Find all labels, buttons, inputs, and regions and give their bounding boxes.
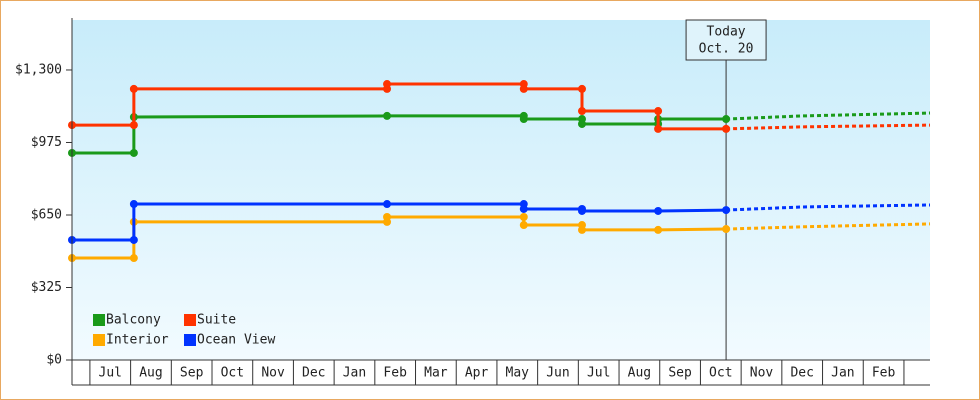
- x-tick-label: Dec: [302, 366, 325, 381]
- point: [577, 225, 586, 234]
- point: [654, 107, 663, 116]
- legend-swatch: [184, 334, 196, 346]
- point: [722, 115, 731, 124]
- x-tick-label: Jul: [587, 366, 610, 381]
- point: [129, 148, 138, 157]
- legend-label: Balcony: [106, 313, 161, 328]
- point: [129, 200, 138, 209]
- y-tick-label: $650: [31, 207, 62, 222]
- y-tick-label: $0: [46, 353, 62, 368]
- point: [383, 80, 392, 89]
- x-tick-label: Feb: [383, 366, 407, 381]
- point: [519, 221, 528, 230]
- y-tick-label: $975: [31, 135, 62, 150]
- point: [519, 204, 528, 213]
- x-tick-label: Aug: [139, 366, 162, 381]
- point: [383, 200, 392, 209]
- point: [383, 111, 392, 120]
- point: [519, 115, 528, 124]
- x-tick-label: Jul: [99, 366, 122, 381]
- point: [577, 119, 586, 128]
- point: [129, 254, 138, 263]
- point: [722, 124, 731, 133]
- point: [129, 235, 138, 244]
- today-label: Today: [707, 25, 746, 40]
- x-tick-label: Aug: [628, 366, 651, 381]
- x-tick-label: Jun: [546, 366, 569, 381]
- x-tick-label: Dec: [790, 366, 813, 381]
- point: [722, 206, 731, 215]
- forecast-line: [726, 222, 931, 231]
- point: [577, 206, 586, 215]
- forecast-line: [726, 203, 931, 212]
- legend-label: Ocean View: [197, 333, 275, 348]
- x-tick-label: Nov: [750, 366, 774, 381]
- forecast-line: [726, 111, 931, 121]
- x-tick-label: Jan: [831, 366, 854, 381]
- x-tick-label: Oct: [709, 366, 732, 381]
- x-tick-label: Nov: [261, 366, 285, 381]
- point: [654, 206, 663, 215]
- forecast-line: [726, 123, 931, 131]
- plot-area: [72, 20, 930, 360]
- legend-swatch: [184, 314, 196, 326]
- point: [577, 107, 586, 116]
- legend-swatch: [93, 314, 105, 326]
- point: [654, 225, 663, 234]
- legend-label: Suite: [197, 313, 236, 328]
- point: [519, 84, 528, 93]
- legend-swatch: [93, 334, 105, 346]
- point: [654, 124, 663, 133]
- point: [577, 84, 586, 93]
- x-tick-label: May: [506, 366, 530, 381]
- legend-label: Interior: [106, 333, 169, 348]
- x-tick-label: Feb: [872, 366, 896, 381]
- point: [129, 121, 138, 130]
- point: [519, 212, 528, 221]
- today-label: Oct. 20: [699, 42, 754, 57]
- x-tick-label: Mar: [424, 366, 448, 381]
- point: [722, 225, 731, 234]
- point: [383, 212, 392, 221]
- x-tick-label: Sep: [668, 366, 692, 381]
- x-tick-label: Jan: [343, 366, 366, 381]
- today-box: [685, 19, 767, 61]
- x-tick-label: Oct: [221, 366, 244, 381]
- y-tick-label: $1,300: [15, 62, 62, 77]
- x-tick-label: Sep: [180, 366, 204, 381]
- y-tick-label: $325: [31, 280, 62, 295]
- point: [129, 84, 138, 93]
- x-tick-label: Apr: [465, 366, 489, 381]
